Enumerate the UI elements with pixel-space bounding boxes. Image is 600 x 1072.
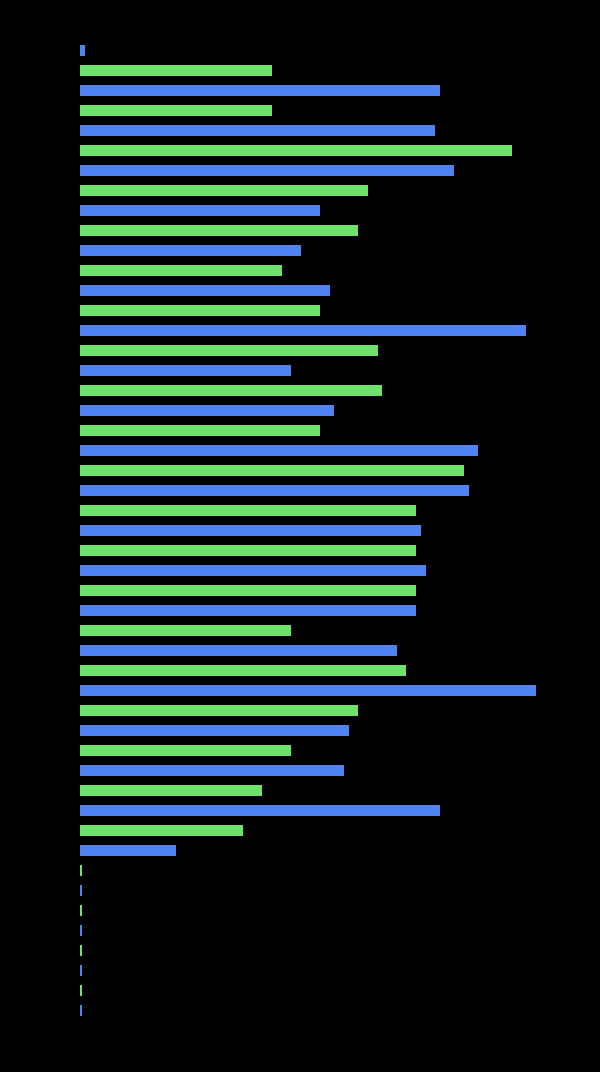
y-axis-tick xyxy=(80,165,82,176)
bar xyxy=(80,305,320,316)
y-axis-tick xyxy=(80,465,82,476)
bar xyxy=(80,385,382,396)
y-axis-tick xyxy=(80,345,82,356)
y-axis-tick xyxy=(80,1005,82,1016)
bar xyxy=(80,765,344,776)
y-axis-tick xyxy=(80,845,82,856)
y-axis-tick xyxy=(80,945,82,956)
y-axis-tick xyxy=(80,265,82,276)
y-axis-tick xyxy=(80,725,82,736)
bar xyxy=(80,525,421,536)
y-axis-tick xyxy=(80,305,82,316)
y-axis-tick xyxy=(80,545,82,556)
y-axis-tick xyxy=(80,565,82,576)
bar xyxy=(80,125,435,136)
y-axis-tick xyxy=(80,385,82,396)
bar-chart xyxy=(80,45,560,1025)
y-axis-tick xyxy=(80,505,82,516)
y-axis-tick xyxy=(80,145,82,156)
bar xyxy=(80,205,320,216)
bar xyxy=(80,825,243,836)
y-axis-tick xyxy=(80,645,82,656)
y-axis-tick xyxy=(80,585,82,596)
y-axis-tick xyxy=(80,765,82,776)
bar xyxy=(80,505,416,516)
y-axis-tick xyxy=(80,405,82,416)
bar xyxy=(80,485,469,496)
y-axis-tick xyxy=(80,965,82,976)
bar xyxy=(80,445,478,456)
bar xyxy=(80,165,454,176)
y-axis-tick xyxy=(80,425,82,436)
y-axis-tick xyxy=(80,105,82,116)
bar xyxy=(80,705,358,716)
y-axis-tick xyxy=(80,185,82,196)
bar xyxy=(80,805,440,816)
bar xyxy=(80,285,330,296)
bar xyxy=(80,265,282,276)
bar xyxy=(80,565,426,576)
bar xyxy=(80,425,320,436)
y-axis-tick xyxy=(80,205,82,216)
y-axis-tick xyxy=(80,65,82,76)
bar xyxy=(80,65,272,76)
bar xyxy=(80,745,291,756)
y-axis-tick xyxy=(80,705,82,716)
y-axis-tick xyxy=(80,605,82,616)
y-axis-tick xyxy=(80,865,82,876)
bar xyxy=(80,685,536,696)
bar xyxy=(80,85,440,96)
y-axis-tick xyxy=(80,685,82,696)
bar xyxy=(80,585,416,596)
y-axis-tick xyxy=(80,365,82,376)
y-axis-tick xyxy=(80,885,82,896)
y-axis-tick xyxy=(80,805,82,816)
bar xyxy=(80,365,291,376)
y-axis-tick xyxy=(80,285,82,296)
bar xyxy=(80,105,272,116)
bar xyxy=(80,185,368,196)
y-axis-tick xyxy=(80,745,82,756)
y-axis-tick xyxy=(80,325,82,336)
bar xyxy=(80,405,334,416)
bar xyxy=(80,845,176,856)
y-axis-tick xyxy=(80,825,82,836)
y-axis-tick xyxy=(80,45,82,56)
y-axis-tick xyxy=(80,125,82,136)
bar xyxy=(80,605,416,616)
bar xyxy=(80,645,397,656)
y-axis-tick xyxy=(80,985,82,996)
bar xyxy=(80,665,406,676)
bar xyxy=(80,325,526,336)
bar xyxy=(80,545,416,556)
y-axis-tick xyxy=(80,625,82,636)
y-axis-tick xyxy=(80,905,82,916)
y-axis-tick xyxy=(80,485,82,496)
y-axis-tick xyxy=(80,445,82,456)
y-axis-tick xyxy=(80,225,82,236)
bar xyxy=(80,465,464,476)
bar xyxy=(80,245,301,256)
bar xyxy=(80,225,358,236)
bar xyxy=(80,785,262,796)
y-axis-tick xyxy=(80,785,82,796)
bar xyxy=(80,725,349,736)
y-axis-tick xyxy=(80,85,82,96)
bar xyxy=(80,345,378,356)
y-axis-tick xyxy=(80,245,82,256)
y-axis-tick xyxy=(80,925,82,936)
y-axis-tick xyxy=(80,665,82,676)
bar xyxy=(80,625,291,636)
y-axis-tick xyxy=(80,525,82,536)
bar xyxy=(80,145,512,156)
